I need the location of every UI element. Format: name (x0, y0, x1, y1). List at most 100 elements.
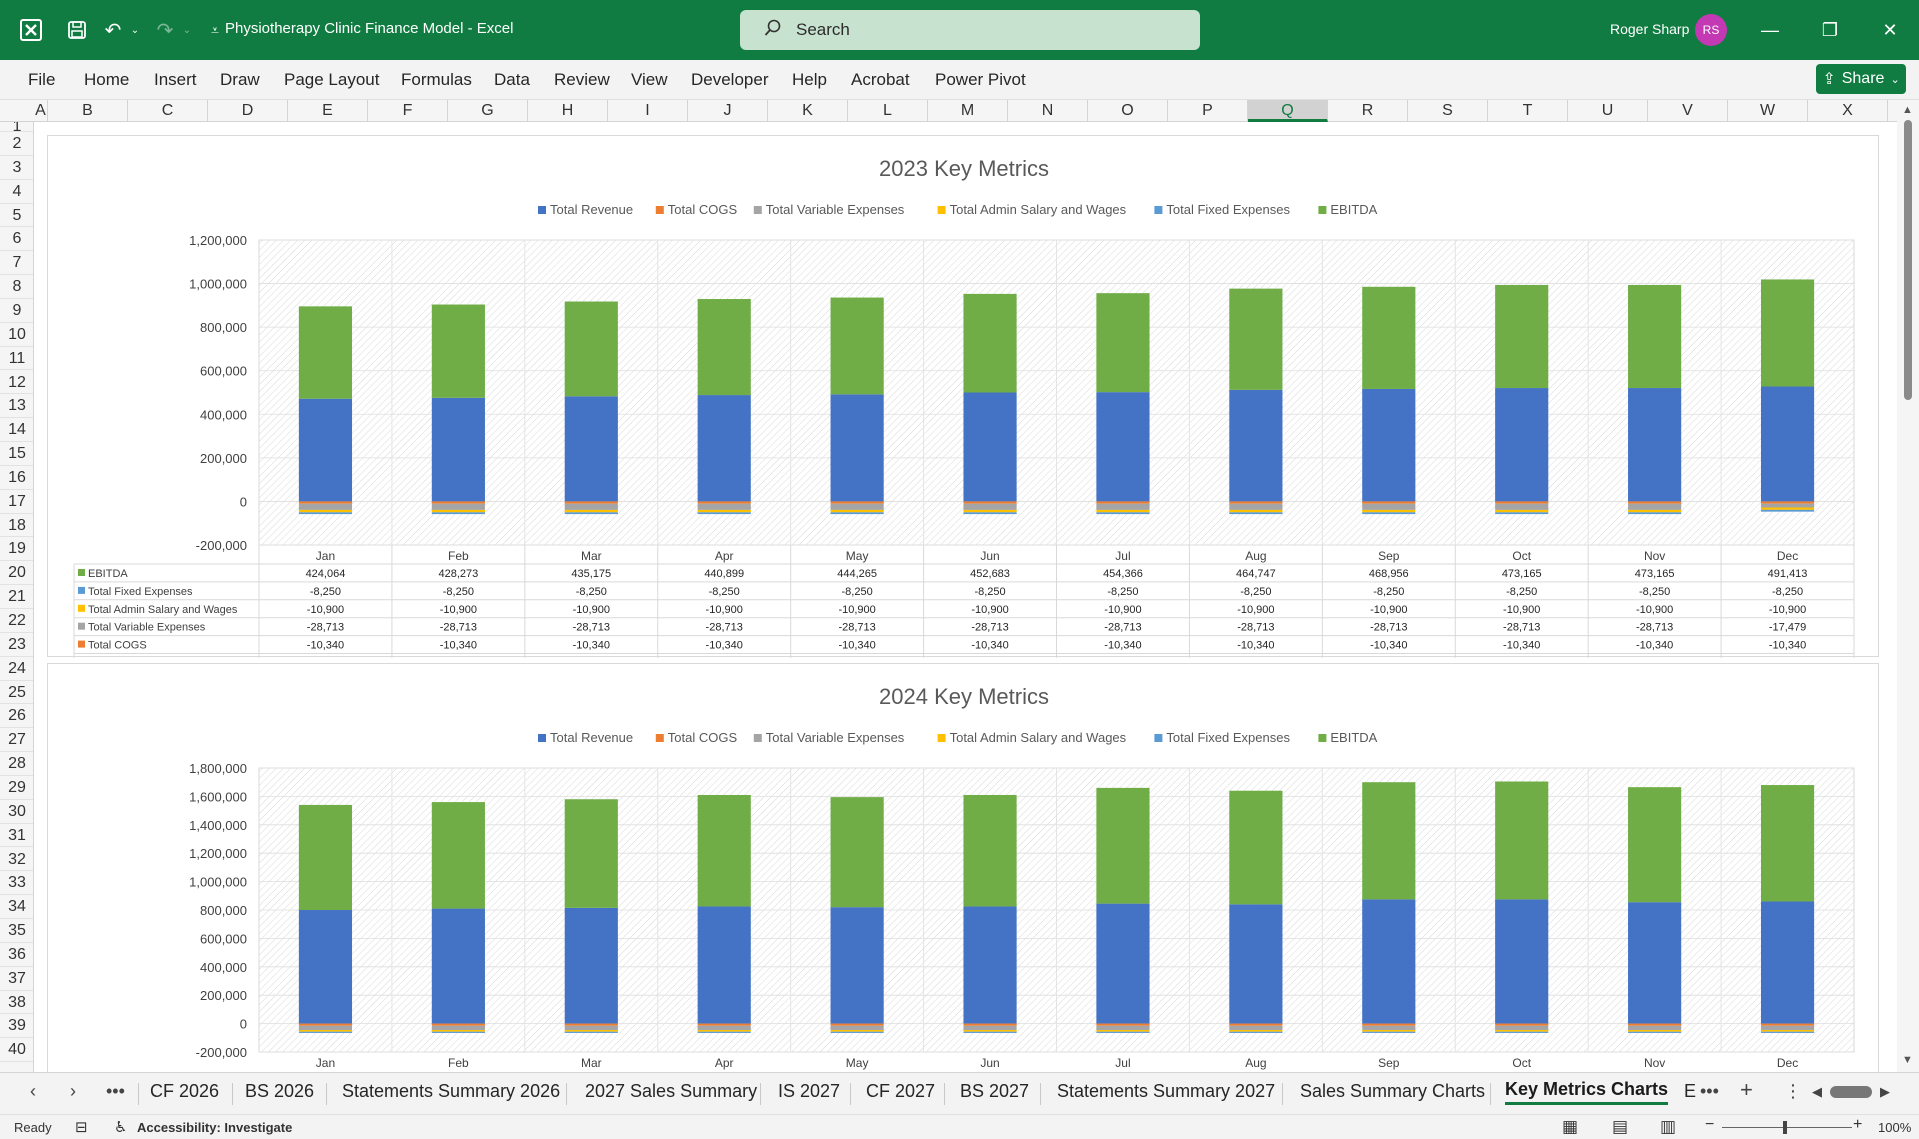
vertical-scrollbar[interactable]: ▲ ▼ (1897, 100, 1919, 1072)
more-sheets-icon[interactable]: ••• (1700, 1081, 1719, 1101)
row-header-13[interactable]: 13 (0, 394, 33, 419)
sheet-tab-cf-2026[interactable]: CF 2026 (150, 1081, 220, 1101)
normal-view-icon[interactable]: ▦ (1562, 1117, 1579, 1136)
restore-icon[interactable]: ❐ (1821, 19, 1839, 40)
customize-toolbar-icon[interactable]: ⩡ (211, 21, 219, 38)
row-header-17[interactable]: 17 (0, 490, 33, 514)
column-header-j[interactable]: J (688, 100, 768, 122)
zoom-slider[interactable] (1722, 1127, 1852, 1128)
search-input[interactable]: Search (740, 10, 1200, 50)
column-header-h[interactable]: H (528, 100, 608, 122)
column-header-w[interactable]: W (1728, 100, 1808, 122)
sheet-tab-bs-2027[interactable]: BS 2027 (960, 1081, 1030, 1101)
chevron-right-icon[interactable]: › (70, 1081, 76, 1101)
row-header-36[interactable]: 36 (0, 943, 33, 967)
column-header-t[interactable]: T (1488, 100, 1568, 122)
row-header-2[interactable]: 2 (0, 132, 33, 156)
column-header-u[interactable]: U (1568, 100, 1648, 122)
row-header-18[interactable]: 18 (0, 514, 33, 538)
column-header-b[interactable]: B (48, 100, 128, 122)
close-icon[interactable]: ✕ (1882, 19, 1898, 40)
accessibility-icon[interactable]: ♿ (114, 1119, 128, 1136)
row-header-1[interactable]: 1 (0, 122, 33, 135)
row-header-25[interactable]: 25 (0, 681, 33, 705)
row-header-3[interactable]: 3 (0, 156, 33, 180)
sheet-tab-key-metrics-charts[interactable]: Key Metrics Charts (1505, 1079, 1669, 1105)
sheet-tab-is-2027[interactable]: IS 2027 (778, 1081, 841, 1101)
row-header-33[interactable]: 33 (0, 871, 33, 896)
row-header-10[interactable]: 10 (0, 323, 33, 347)
row-header-8[interactable]: 8 (0, 275, 33, 299)
share-button[interactable]: ⇪ Share ⌄ (1816, 64, 1906, 94)
row-header-21[interactable]: 21 (0, 585, 33, 609)
add-sheet-icon[interactable]: + (1740, 1077, 1753, 1102)
user-name[interactable]: Roger Sharp (1610, 21, 1690, 37)
zoom-in-icon[interactable]: + (1853, 1116, 1863, 1133)
page-break-view-icon[interactable]: ▥ (1660, 1117, 1677, 1136)
scroll-up-icon[interactable]: ▲ (1902, 104, 1913, 116)
tab-page-layout[interactable]: Page Layout (284, 70, 380, 89)
row-header-16[interactable]: 16 (0, 466, 33, 490)
column-header-r[interactable]: R (1328, 100, 1408, 122)
row-header-11[interactable]: 11 (0, 347, 33, 371)
row-header-28[interactable]: 28 (0, 752, 33, 776)
column-header-i[interactable]: I (608, 100, 688, 122)
scroll-thumb[interactable] (1904, 120, 1912, 400)
row-header-31[interactable]: 31 (0, 824, 33, 848)
chart-2024-key-metrics[interactable]: 2024 Key Metrics Total Revenue Total COGS T… (47, 663, 1879, 1072)
macro-recording-icon[interactable]: ⊟ (75, 1119, 88, 1136)
row-header-19[interactable]: 19 (0, 537, 33, 562)
tab-home[interactable]: Home (84, 70, 130, 89)
row-header-7[interactable]: 7 (0, 251, 33, 276)
scroll-right-icon[interactable]: ▶ (1880, 1084, 1890, 1099)
column-header-m[interactable]: M (928, 100, 1008, 122)
row-header-23[interactable]: 23 (0, 633, 33, 657)
row-header-6[interactable]: 6 (0, 227, 33, 252)
column-header-v[interactable]: V (1648, 100, 1728, 122)
undo-dropdown-icon[interactable]: ⌄ (130, 24, 140, 36)
redo-dropdown-icon[interactable]: ⌄ (182, 24, 192, 36)
zoom-slider-thumb[interactable] (1783, 1121, 1787, 1134)
tab-data[interactable]: Data (494, 70, 530, 89)
row-header-12[interactable]: 12 (0, 371, 33, 395)
row-header-14[interactable]: 14 (0, 418, 33, 443)
column-header-s[interactable]: S (1408, 100, 1488, 122)
row-header-27[interactable]: 27 (0, 728, 33, 753)
sheet-tab-sales-summary-charts[interactable]: Sales Summary Charts (1300, 1081, 1486, 1101)
tab-insert[interactable]: Insert (154, 70, 197, 89)
more-sheets-icon[interactable]: ••• (106, 1081, 125, 1101)
column-header-e[interactable]: E (288, 100, 368, 122)
save-icon[interactable] (62, 15, 92, 45)
minimize-icon[interactable]: — (1761, 19, 1779, 40)
row-header-24[interactable]: 24 (0, 657, 33, 681)
row-header-37[interactable]: 37 (0, 967, 33, 991)
column-header-g[interactable]: G (448, 100, 528, 122)
sheet-tab-2027-sales[interactable]: 2027 Sales Summary (585, 1081, 758, 1101)
row-header-4[interactable]: 4 (0, 180, 33, 204)
row-header-32[interactable]: 32 (0, 848, 33, 872)
tab-formulas[interactable]: Formulas (401, 70, 472, 89)
row-header-20[interactable]: 20 (0, 561, 33, 586)
sheet-options-icon[interactable]: ⋮ (1784, 1081, 1802, 1101)
row-header-5[interactable]: 5 (0, 204, 33, 228)
column-header-d[interactable]: D (208, 100, 288, 122)
row-header-34[interactable]: 34 (0, 895, 33, 920)
row-header-38[interactable]: 38 (0, 991, 33, 1015)
column-header-q[interactable]: Q (1248, 100, 1328, 122)
column-header-k[interactable]: K (768, 100, 848, 122)
sheet-tab-bs-2026[interactable]: BS 2026 (245, 1081, 315, 1101)
undo-icon[interactable]: ↶ (104, 19, 122, 42)
zoom-out-icon[interactable]: − (1705, 1116, 1715, 1133)
row-header-29[interactable]: 29 (0, 776, 33, 800)
column-header-x[interactable]: X (1808, 100, 1888, 122)
sheet-tab-cf-2027[interactable]: CF 2027 (866, 1081, 936, 1101)
row-header-30[interactable]: 30 (0, 800, 33, 824)
row-header-39[interactable]: 39 (0, 1014, 33, 1039)
column-header-f[interactable]: F (368, 100, 448, 122)
row-header-26[interactable]: 26 (0, 704, 33, 729)
column-header-l[interactable]: L (848, 100, 928, 122)
row-header-15[interactable]: 15 (0, 442, 33, 466)
redo-icon[interactable]: ↷ (156, 19, 174, 42)
tab-file[interactable]: File (28, 70, 56, 89)
chart-2023-key-metrics[interactable]: 2023 Key Metrics Total Revenue Total COGS T… (47, 135, 1879, 658)
